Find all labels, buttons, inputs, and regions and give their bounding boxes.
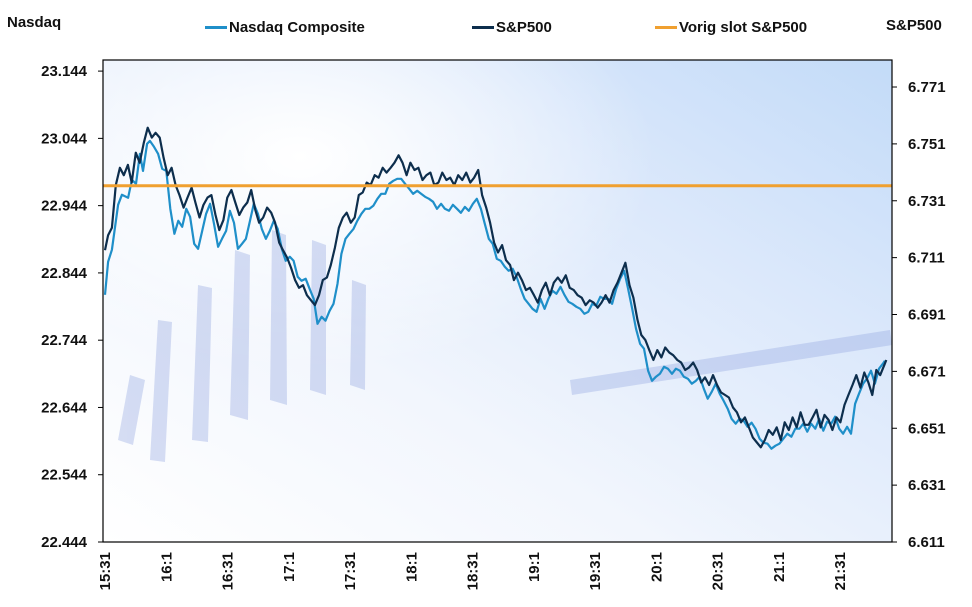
right-tick-label: 6.631: [908, 477, 946, 494]
right-tick-label: 6.731: [908, 193, 946, 210]
left-tick-label: 22.544: [41, 467, 88, 484]
left-tick-label: 22.744: [41, 332, 88, 349]
right-tick-label: 6.751: [908, 136, 946, 153]
x-tick-label: 21:31: [832, 552, 849, 590]
left-tick-label: 22.944: [41, 198, 88, 215]
legend-item-prev-close: Vorig slot S&P500: [655, 19, 807, 36]
x-tick-label: 18:31: [465, 552, 482, 590]
series-line-s-p500: [103, 126, 888, 449]
right-tick-label: 6.711: [908, 250, 945, 267]
left-axis-title: Nasdaq: [7, 14, 62, 31]
x-tick-label: 16:1: [158, 552, 175, 582]
x-tick-label: 15:31: [97, 552, 114, 590]
plot-background: [103, 60, 892, 542]
right-tick-label: 6.671: [908, 363, 946, 380]
x-tick-label: 17:31: [342, 552, 359, 590]
left-tick-label: 22.444: [41, 534, 88, 551]
left-tick-label: 23.044: [41, 130, 88, 147]
legend-label-sp500: S&P500: [496, 19, 552, 36]
x-tick-label: 18:1: [403, 552, 420, 582]
legend-swatch-nasdaq: [205, 26, 227, 29]
x-tick-label: 16:31: [220, 552, 237, 590]
legend-swatch-prev-close: [655, 26, 677, 29]
right-tick-label: 6.771: [908, 79, 946, 96]
legend-label-nasdaq: Nasdaq Composite: [229, 19, 365, 36]
right-tick-label: 6.691: [908, 307, 946, 324]
x-tick-label: 21:1: [771, 552, 788, 582]
left-tick-label: 22.844: [41, 265, 88, 282]
x-tick-label: 19:31: [587, 552, 604, 590]
legend-item-sp500: S&P500: [472, 19, 552, 36]
series-line-nasdaq-composite: [103, 139, 886, 450]
left-tick-label: 23.144: [41, 63, 88, 80]
plot-border: [102, 59, 893, 543]
legend-label-prev-close: Vorig slot S&P500: [679, 19, 808, 36]
right-axis-title: S&P500: [886, 17, 942, 34]
legend-item-nasdaq: Nasdaq Composite: [205, 19, 365, 36]
x-tick-label: 17:1: [281, 552, 298, 582]
right-tick-label: 6.611: [908, 534, 945, 551]
right-tick-label: 6.651: [908, 420, 946, 437]
x-tick-label: 20:31: [710, 552, 727, 590]
left-tick-label: 22.644: [41, 399, 88, 416]
x-tick-label: 20:1: [648, 552, 665, 582]
legend-swatch-sp500: [472, 26, 494, 29]
x-tick-label: 19:1: [526, 552, 543, 582]
